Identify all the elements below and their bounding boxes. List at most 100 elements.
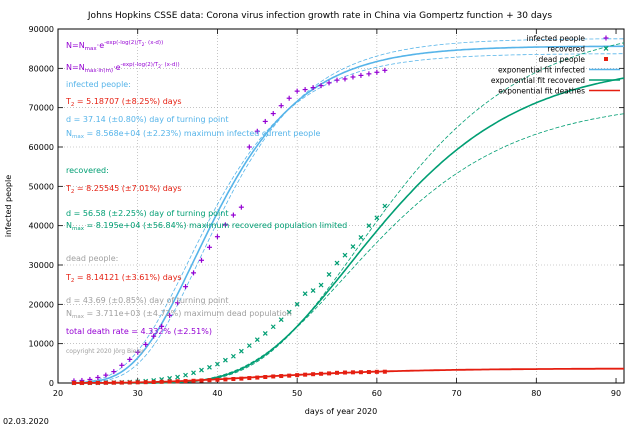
x-tick-label: 90	[611, 389, 621, 398]
recovered-point	[175, 374, 181, 380]
legend-label: exponential fit recovered	[491, 76, 585, 85]
infected-point	[103, 372, 109, 378]
infected-point	[183, 284, 189, 290]
legend-marker	[603, 46, 609, 51]
infected-point	[111, 369, 117, 375]
recovered-point	[318, 282, 324, 288]
recovered-point	[191, 370, 196, 376]
dead-point	[71, 380, 76, 385]
recovered-point	[366, 223, 372, 229]
dead-point	[295, 373, 300, 378]
infected-point	[167, 312, 173, 318]
annotation-text: recovered:	[66, 166, 109, 175]
legend-label: recovered	[547, 45, 585, 54]
recovered-point	[230, 353, 236, 359]
dead-point	[167, 379, 172, 384]
recovered-point	[262, 331, 268, 336]
fit-curves	[73, 38, 625, 384]
x-tick-label: 40	[212, 389, 222, 398]
annotation-text: d = 37.14 (±0.80%) day of turning point	[66, 115, 228, 124]
legend-label: infected people	[527, 34, 586, 43]
infected-point	[135, 349, 141, 355]
dead-point	[175, 379, 180, 384]
dead-point	[151, 379, 156, 384]
recovered-point	[254, 337, 260, 343]
infected-point	[95, 374, 101, 380]
y-tick-label: 0	[49, 379, 54, 388]
infected-point	[294, 88, 300, 94]
recovered-point	[270, 324, 276, 330]
infected-point	[382, 67, 388, 73]
fit-band-upper	[73, 38, 624, 384]
dead-point	[135, 380, 140, 385]
recovered-point	[222, 357, 228, 363]
dead-point	[342, 370, 347, 375]
recovered-point	[207, 364, 212, 370]
dead-point	[103, 380, 108, 385]
dead-point	[111, 380, 116, 385]
infected-point	[358, 72, 364, 78]
recovered-point	[294, 301, 300, 307]
x-tick-label: 30	[133, 389, 143, 398]
y-tick-label: 40000	[29, 222, 54, 231]
infected-point	[302, 87, 308, 93]
dead-point	[127, 380, 132, 385]
fit-line	[73, 77, 625, 384]
recovered-point	[183, 372, 188, 378]
dead-point	[199, 378, 204, 383]
x-tick-label: 20	[53, 389, 63, 398]
infected-point	[254, 128, 260, 134]
dead-point	[279, 374, 284, 379]
x-tick-label: 50	[292, 389, 302, 398]
annotation-text: T2 = 8.25545 (±7.01%) days	[65, 184, 182, 195]
infected-point	[238, 204, 244, 210]
annotation-text: N=Nmax·e-exp(-log(2)/T2· (x-d))	[66, 40, 163, 52]
y-tick-label: 80000	[29, 64, 54, 73]
recovered-point	[302, 291, 308, 297]
recovered-point	[358, 235, 364, 240]
infected-point	[230, 212, 236, 218]
dead-point	[239, 376, 244, 381]
infected-point	[198, 257, 204, 263]
y-tick-label: 70000	[29, 104, 54, 113]
dead-point	[143, 380, 148, 385]
dead-point	[95, 380, 100, 385]
recovered-point	[382, 203, 388, 209]
dead-point	[87, 380, 92, 385]
recovered-point	[342, 252, 348, 258]
infected-point	[175, 300, 181, 306]
infected-point	[159, 323, 165, 329]
x-tick-label: 70	[451, 389, 461, 398]
y-tick-label: 30000	[29, 261, 54, 270]
infected-point	[350, 74, 356, 80]
dead-point	[311, 372, 316, 377]
dead-point	[207, 378, 212, 383]
dead-point	[271, 374, 276, 379]
annotation-text: total death rate = 4.332% (±2.51%)	[66, 327, 212, 336]
recovered-point	[310, 288, 316, 293]
y-tick-label: 50000	[29, 182, 54, 191]
y-tick-label: 60000	[29, 143, 54, 152]
dead-point	[350, 370, 355, 375]
dead-point	[319, 371, 324, 376]
infected-point	[310, 85, 316, 91]
y-tick-label: 20000	[29, 300, 54, 309]
infected-point	[143, 341, 149, 347]
dead-point	[191, 378, 196, 383]
legend-marker	[604, 57, 608, 61]
annotation-text: Nmax = 8.195e+04 (±56.84%) maximum recov…	[66, 221, 347, 232]
annotation-text: d = 56.58 (±2.25%) day of turning point	[66, 209, 228, 218]
dead-point	[183, 379, 188, 384]
annotation-text: T2 = 5.18707 (±8.25%) days	[65, 97, 182, 108]
dead-point	[159, 379, 164, 384]
infected-point	[366, 71, 372, 77]
legend-label: dead people	[538, 55, 585, 64]
infected-point	[127, 356, 133, 362]
recovered-point	[278, 317, 284, 323]
legend-label: exponential fit deathes	[498, 87, 585, 96]
recovered-point	[246, 343, 252, 349]
dead-point	[119, 380, 124, 385]
dead-point	[303, 372, 308, 377]
infected-point	[222, 222, 228, 228]
fit-band-lower	[73, 113, 625, 384]
